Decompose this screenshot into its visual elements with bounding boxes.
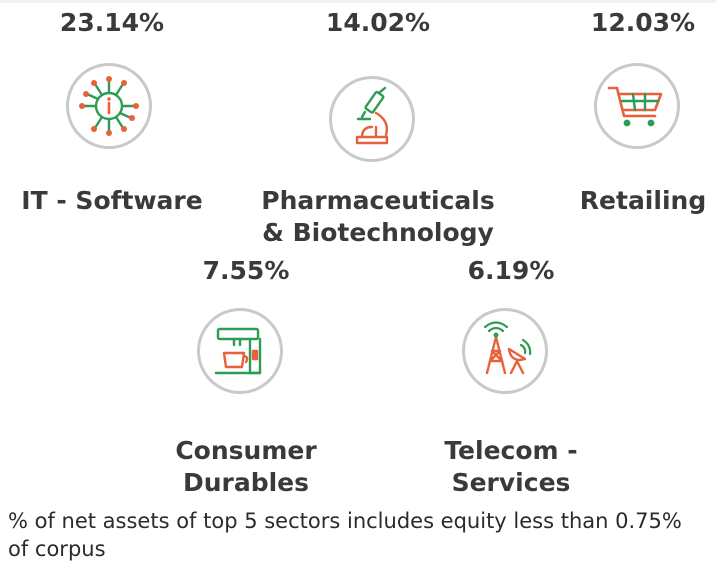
footnote: % of net assets of top 5 sectors include… xyxy=(8,509,682,561)
sector-percent: 23.14% xyxy=(59,8,165,37)
sector-name: IT - Software xyxy=(21,186,203,215)
sector-percent: 6.19% xyxy=(467,256,555,285)
telecom-tower-icon xyxy=(462,308,548,394)
coffee-machine-icon xyxy=(197,308,283,394)
sector-percent: 14.02% xyxy=(325,8,431,37)
sector-name: Pharmaceuticals & Biotechnology xyxy=(261,186,495,247)
microscope-icon xyxy=(329,76,415,162)
circuit-chip-icon xyxy=(66,63,152,149)
shopping-cart-icon xyxy=(594,63,680,149)
sector-percent: 7.55% xyxy=(202,256,290,285)
top-divider xyxy=(0,0,716,3)
sector-name: Consumer Durables xyxy=(175,436,317,497)
sector-percent: 12.03% xyxy=(590,8,696,37)
sector-name: Retailing xyxy=(579,186,707,215)
sector-name: Telecom - Services xyxy=(444,436,578,497)
